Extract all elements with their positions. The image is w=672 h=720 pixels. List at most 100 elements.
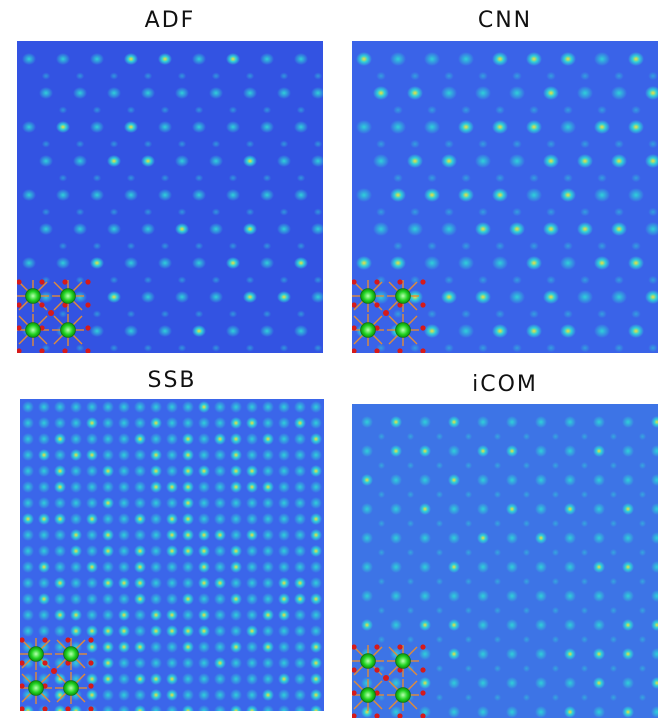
- lattice-spot-minor: [546, 275, 556, 285]
- lattice-spot: [141, 223, 155, 235]
- lattice-spot: [390, 416, 402, 428]
- lattice-spot: [294, 609, 306, 621]
- lattice-spot: [262, 513, 274, 525]
- lattice-spot: [158, 121, 172, 133]
- lattice-spot: [70, 449, 82, 461]
- lattice-spot-minor: [410, 343, 420, 353]
- oxygen-atom: [20, 637, 25, 643]
- lattice-spot: [230, 625, 242, 637]
- lattice-spot: [277, 87, 291, 99]
- lattice-spot: [424, 324, 440, 338]
- lattice-spot: [118, 449, 130, 461]
- lattice-spot: [278, 417, 290, 429]
- lattice-spot: [277, 223, 291, 235]
- lattice-spot: [86, 529, 98, 541]
- oxygen-atom: [374, 302, 380, 308]
- lattice-spot-minor: [638, 519, 647, 528]
- lattice-spot: [645, 154, 658, 168]
- lattice-spot: [118, 641, 130, 653]
- lattice-spot: [166, 673, 178, 685]
- lattice-spot-minor: [194, 174, 204, 182]
- lattice-spot: [260, 121, 274, 133]
- lattice-spot: [56, 53, 70, 65]
- lattice-spot: [182, 673, 194, 685]
- lattice-spot: [192, 189, 206, 201]
- lattice-spot: [56, 121, 70, 133]
- lattice-spot-minor: [313, 140, 323, 148]
- lattice-spot: [477, 474, 489, 486]
- lattice-spot-minor: [377, 577, 386, 586]
- lattice-spot: [475, 154, 491, 168]
- lattice-spot: [158, 53, 172, 65]
- lattice-spot: [182, 625, 194, 637]
- lattice-spot: [419, 532, 431, 544]
- lattice-spot: [361, 503, 373, 515]
- oxygen-atom: [397, 713, 403, 718]
- lattice-spot: [214, 625, 226, 637]
- lattice-spot-minor: [609, 577, 618, 586]
- lattice-spot: [70, 545, 82, 557]
- lattice-spot-minor: [406, 461, 415, 470]
- crystal-structure-inset: [352, 644, 426, 718]
- lattice-spot: [22, 513, 34, 525]
- lattice-spot: [102, 625, 114, 637]
- lattice-spot: [118, 625, 130, 637]
- cation-atom: [63, 646, 79, 662]
- lattice-spot: [262, 561, 274, 573]
- lattice-spot-minor: [546, 207, 556, 217]
- lattice-spot: [243, 223, 257, 235]
- lattice-spot-minor: [478, 139, 488, 149]
- lattice-spot: [118, 593, 130, 605]
- lattice-spot: [593, 416, 605, 428]
- lattice-spot-minor: [478, 71, 488, 81]
- lattice-spot: [102, 417, 114, 429]
- lattice-spot-minor: [580, 548, 589, 557]
- lattice-spot: [22, 189, 36, 201]
- oxygen-atom: [383, 675, 389, 681]
- lattice-spot: [535, 503, 547, 515]
- lattice-spot: [419, 503, 431, 515]
- lattice-spot: [622, 706, 634, 718]
- lattice-spot-minor: [410, 139, 420, 149]
- lattice-spot: [628, 324, 644, 338]
- lattice-spot: [54, 417, 66, 429]
- lattice-spot-minor: [143, 140, 153, 148]
- lattice-spot: [134, 705, 146, 711]
- lattice-spot: [214, 705, 226, 711]
- lattice-spot: [102, 497, 114, 509]
- lattice-spot-minor: [522, 664, 531, 673]
- lattice-spot: [198, 625, 210, 637]
- lattice-spot: [54, 625, 66, 637]
- lattice-spot-minor: [580, 461, 589, 470]
- lattice-spot: [526, 52, 542, 66]
- lattice-spot-minor: [377, 490, 386, 499]
- lattice-spot-minor: [580, 71, 590, 81]
- lattice-spot: [262, 433, 274, 445]
- lattice-spot: [526, 256, 542, 270]
- lattice-spot-minor: [495, 173, 505, 183]
- lattice-spot: [158, 325, 172, 337]
- lattice-spot: [38, 577, 50, 589]
- lattice-spot-minor: [614, 71, 624, 81]
- lattice-spot: [622, 474, 634, 486]
- lattice-spot-minor: [464, 519, 473, 528]
- lattice-spot: [166, 657, 178, 669]
- lattice-spot: [22, 561, 34, 573]
- lattice-spot: [22, 657, 34, 669]
- lattice-spot: [560, 256, 576, 270]
- lattice-spot: [294, 53, 308, 65]
- lattice-spot: [593, 474, 605, 486]
- lattice-spot: [182, 529, 194, 541]
- lattice-spot-minor: [109, 72, 119, 80]
- lattice-spot: [310, 481, 322, 493]
- lattice-spot: [192, 53, 206, 65]
- lattice-spot: [198, 529, 210, 541]
- lattice-spot: [475, 86, 491, 100]
- lattice-spot-minor: [377, 635, 386, 644]
- lattice-spot: [22, 53, 36, 65]
- lattice-spot-minor: [464, 606, 473, 615]
- lattice-spot: [278, 481, 290, 493]
- cation-atom: [395, 288, 411, 304]
- lattice-spot: [543, 154, 559, 168]
- lattice-spot: [54, 609, 66, 621]
